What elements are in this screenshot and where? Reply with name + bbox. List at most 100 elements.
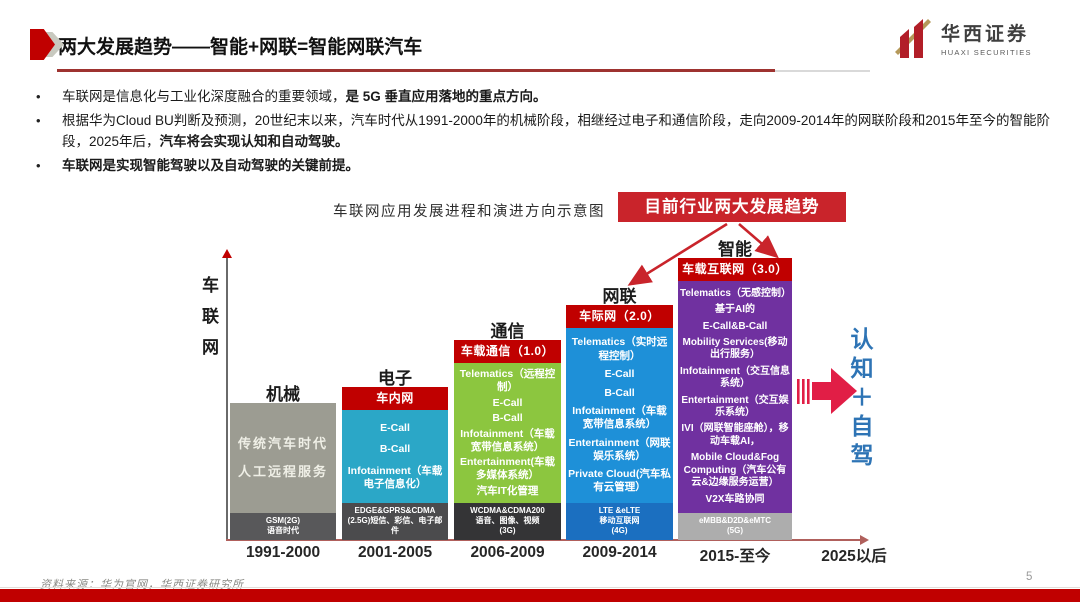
huaxi-logo: 华西证券 HUAXI SECURITIES	[893, 16, 1032, 60]
stage-column-2: 车内网 E-Call B-Call Infotainment（车载电子信息化） EDGE…	[342, 387, 448, 540]
column-tech-line: EDGE&GPRS&CDMA	[354, 506, 436, 515]
column-tech-line: eMBB&D2D&eMTC	[698, 516, 771, 525]
column-item: E-Call	[492, 396, 523, 409]
column-header: 车内网	[342, 387, 448, 410]
column-label-1: 机械	[266, 385, 300, 404]
stage-column-4: 车际网（2.0） Telematics（实时远程控制） E-Call B-Call In…	[566, 305, 673, 540]
y-axis-line	[226, 257, 228, 540]
column-item: IVI（网联智能座舱），移动车载AI，	[681, 423, 789, 447]
column-item: B-Call	[604, 386, 635, 399]
column-item: E-Call	[380, 421, 410, 434]
column-header: 车载互联网（3.0）	[678, 258, 792, 281]
bullet-icon: •	[36, 158, 41, 173]
column-item: 汽车IT化管理	[476, 484, 539, 497]
column-item: Infotainment（交互信息系统）	[680, 365, 790, 390]
column-item: Telematics（实时远程控制）	[571, 336, 668, 362]
column-item: 传统汽车时代	[237, 435, 328, 451]
column-label-5: 智能	[718, 240, 752, 259]
bullet-text: 根据华为Cloud BU判断及预测，20世纪末以来，汽车时代从1991-2000…	[62, 110, 1050, 152]
x-tick-2: 2001-2005	[357, 544, 433, 561]
column-item: Mobility Services(移动出行服务）	[682, 336, 788, 361]
future-stage-label: 认知＋自驾	[847, 327, 873, 472]
column-tech-band: WCDMA&CDMA200 语音、图像、视频 (3G)	[454, 503, 561, 540]
x-tick-1: 1991-2000	[245, 544, 321, 561]
column-tech-line: (5G)	[727, 526, 743, 535]
column-tech-line: GSM(2G)	[265, 516, 301, 525]
logo-cn-text: 华西证券	[941, 24, 1030, 45]
column-tech-line: LTE &eLTE	[598, 506, 641, 515]
column-item: B-Call	[379, 443, 411, 456]
column-body: Telematics（远程控制） E-Call B-Call Infotainment…	[454, 363, 561, 503]
bullet-icon: •	[36, 89, 41, 104]
column-body: E-Call B-Call Infotainment（车载电子信息化）	[342, 410, 448, 503]
bullet-text-bold: 车联网是实现智能驾驶以及自动驾驶的关键前提。	[62, 158, 359, 173]
bullet-text-normal: 车联网是信息化与工业化深度融合的重要领域，	[62, 89, 346, 104]
bullet-text: 车联网是实现智能驾驶以及自动驾驶的关键前提。	[62, 155, 359, 176]
x-tick-5: 2015-至今	[699, 548, 771, 565]
column-item: Mobile Cloud&Fog Computing（汽车公有云&边缘服务运营）	[683, 452, 787, 489]
column-item: B-Call	[492, 412, 523, 425]
column-header: 车际网（2.0）	[566, 305, 673, 328]
page-number: 5	[1026, 571, 1033, 583]
column-body: Telematics（无感控制） 基于AI的 E-Call&B-Call Mobili…	[678, 281, 792, 513]
bullet-text-bold: 是 5G 垂直应用落地的重点方向。	[345, 89, 547, 104]
column-item: V2X车路协同	[705, 493, 765, 505]
future-arrow-icon	[797, 368, 857, 414]
column-tech-band: GSM(2G) 语音时代	[230, 513, 336, 540]
stage-column-5: 车载互联网（3.0） Telematics（无感控制） 基于AI的 E-Call&B-…	[678, 258, 792, 540]
bullet-item: • 根据华为Cloud BU判断及预测，20世纪末以来，汽车时代从1991-200…	[36, 110, 1050, 152]
x-tick-4: 2009-2014	[582, 544, 657, 561]
column-item: 基于AI的	[715, 304, 755, 316]
column-label-3: 通信	[490, 322, 525, 341]
huaxi-logo-text: 华西证券 HUAXI SECURITIES	[941, 19, 1032, 57]
column-tech-band: eMBB&D2D&eMTC (5G)	[678, 513, 792, 540]
title-underline	[57, 69, 775, 72]
bullet-text-normal: 根据华为Cloud BU判断及预测，20世纪末以来，汽车时代从1991-2000…	[62, 113, 1050, 149]
title-underline-gray	[775, 70, 870, 72]
bullet-item: • 车联网是信息化与工业化深度融合的重要领域，是 5G 垂直应用落地的重点方向。	[36, 86, 1050, 107]
column-tech-band: EDGE&GPRS&CDMA (2.5G)短信、彩信、电子邮件	[342, 503, 448, 540]
column-item: Entertainment(车载多媒体系统）	[459, 456, 556, 482]
column-item: Private Cloud(汽车私有云管理）	[568, 468, 671, 494]
footer-red-bar	[0, 589, 1080, 602]
stage-column-1: 传统汽车时代 人工远程服务 GSM(2G) 语音时代	[230, 403, 336, 540]
source-note: 资料来源：华为官网，华西证券研究所	[40, 579, 244, 591]
column-tech-band: LTE &eLTE 移动互联网 (4G)	[566, 503, 673, 540]
y-axis-label: 车联网	[199, 276, 218, 369]
bullet-text-bold: 汽车将会实现认知和自动驾驶。	[159, 134, 349, 149]
column-tech-line: 移动互联网	[599, 516, 640, 525]
logo-en-text: HUAXI SECURITIES	[941, 48, 1032, 57]
column-tech-line: (2.5G)短信、彩信、电子邮件	[347, 516, 443, 535]
column-body: Telematics（实时远程控制） E-Call B-Call Infotainme…	[566, 328, 673, 503]
bullet-item: • 车联网是实现智能驾驶以及自动驾驶的关键前提。	[36, 155, 1050, 176]
y-axis-arrow-icon	[222, 249, 232, 258]
column-label-4: 网联	[602, 287, 637, 306]
column-tech-line: (4G)	[611, 526, 628, 535]
column-tech-line: 语音、图像、视频	[475, 516, 540, 525]
x-tick-3: 2006-2009	[470, 544, 545, 561]
bullet-icon: •	[36, 113, 41, 128]
column-label-2: 电子	[378, 369, 412, 388]
column-tech-line: (3G)	[499, 526, 516, 535]
column-item: Entertainment（交互娱乐系统）	[681, 394, 789, 419]
x-tick-future: 2025以后	[821, 548, 887, 565]
column-item: Telematics（远程控制）	[459, 368, 556, 394]
column-item: Telematics（无感控制）	[680, 287, 791, 299]
column-item: Infotainment（车载宽带信息系统）	[572, 405, 667, 431]
x-axis-line	[226, 539, 862, 541]
page-title: 两大发展趋势——智能+网联=智能网联汽车	[58, 37, 423, 58]
stage-column-3: 车载通信（1.0） Telematics（远程控制） E-Call B-Call Inf…	[454, 340, 561, 540]
huaxi-logo-icon	[895, 19, 931, 58]
footer-divider	[0, 587, 1080, 588]
column-item: 人工远程服务	[237, 464, 328, 479]
figure-title: 车联网应用发展进程和演进方向示意图	[333, 204, 605, 220]
column-item: Entertainment（网联娱乐系统）	[568, 436, 671, 462]
x-axis-arrow-icon	[860, 535, 869, 545]
column-body: 传统汽车时代 人工远程服务	[230, 403, 336, 513]
bullet-text: 车联网是信息化与工业化深度融合的重要领域，是 5G 垂直应用落地的重点方向。	[62, 86, 547, 107]
trend-callout-badge: 目前行业两大发展趋势	[618, 192, 846, 222]
column-item: E-Call	[604, 368, 635, 381]
column-tech-line: 语音时代	[267, 526, 299, 535]
